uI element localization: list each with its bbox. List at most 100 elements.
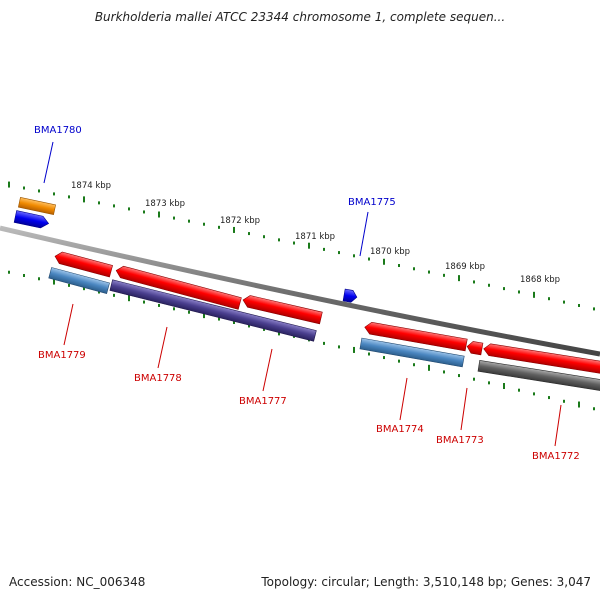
feature-BMA1778-purple[interactable] xyxy=(109,279,317,342)
scale-label-1871: 1871 kbp xyxy=(295,232,335,242)
minor-tick xyxy=(68,195,70,199)
minor-tick xyxy=(383,356,385,360)
scale-labels: 1874 kbp 1873 kbp 1872 kbp 1871 kbp 1870… xyxy=(71,181,560,285)
minor-tick xyxy=(533,392,535,396)
feature-orange[interactable] xyxy=(17,197,57,215)
minor-tick xyxy=(23,273,25,277)
gene-label-BMA1777: BMA1777 xyxy=(239,396,287,407)
major-tick xyxy=(158,211,160,218)
minor-tick xyxy=(548,297,550,301)
leader-lines xyxy=(43,141,562,447)
major-tick xyxy=(428,364,430,371)
feature-BMA1777-cds[interactable] xyxy=(242,294,323,325)
minor-tick xyxy=(503,287,505,291)
minor-tick xyxy=(263,327,265,331)
minor-tick xyxy=(38,189,40,193)
scale-label-1872: 1872 kbp xyxy=(220,216,260,226)
minor-tick xyxy=(98,201,100,205)
gene-label-BMA1780: BMA1780 xyxy=(34,125,82,136)
major-tick xyxy=(203,312,205,319)
minor-tick xyxy=(128,207,130,211)
major-tick xyxy=(383,258,385,265)
major-tick xyxy=(53,278,55,285)
major-tick xyxy=(83,196,85,203)
minor-tick xyxy=(548,396,550,400)
minor-tick xyxy=(38,277,40,281)
minor-tick xyxy=(323,247,325,251)
minor-tick xyxy=(68,283,70,287)
feature-BMA1773-cds[interactable] xyxy=(466,341,484,356)
feature-BMA1779-steelblue[interactable] xyxy=(48,267,110,294)
major-tick xyxy=(578,401,580,408)
minor-tick xyxy=(398,359,400,363)
feature-BMA1780[interactable] xyxy=(13,210,50,230)
minor-tick xyxy=(173,216,175,220)
minor-tick xyxy=(428,270,430,274)
minor-tick xyxy=(338,251,340,255)
minor-tick xyxy=(323,341,325,345)
minor-tick xyxy=(188,219,190,223)
accession-text: Accession: NC_006348 xyxy=(9,575,146,589)
gene-label-BMA1778: BMA1778 xyxy=(134,373,182,384)
minor-tick xyxy=(578,303,580,307)
minor-tick xyxy=(83,287,85,291)
scale-ticks-upper xyxy=(8,181,595,311)
feature-BMA1779-cds[interactable] xyxy=(53,250,113,278)
scale-label-1874: 1874 kbp xyxy=(71,181,111,191)
minor-tick xyxy=(443,273,445,277)
minor-tick xyxy=(143,210,145,214)
feature-BMA1772-gray[interactable] xyxy=(477,360,600,392)
minor-tick xyxy=(113,293,115,297)
minor-tick xyxy=(368,352,370,356)
minor-tick xyxy=(458,374,460,378)
feature-BMA1774-steelblue[interactable] xyxy=(359,337,465,368)
major-tick xyxy=(308,242,310,249)
minor-tick xyxy=(368,257,370,261)
minor-tick xyxy=(593,307,595,311)
minor-tick xyxy=(338,345,340,349)
minor-tick xyxy=(158,303,160,307)
scale-label-1873: 1873 kbp xyxy=(145,199,185,209)
feature-BMA1775[interactable] xyxy=(342,288,358,303)
minor-tick xyxy=(203,222,205,226)
gene-label-BMA1779: BMA1779 xyxy=(38,350,86,361)
minor-tick xyxy=(263,235,265,239)
minor-tick xyxy=(563,399,565,403)
major-tick xyxy=(353,346,355,353)
minor-tick xyxy=(473,377,475,381)
minor-tick xyxy=(413,267,415,271)
minor-tick xyxy=(188,310,190,314)
minor-tick xyxy=(398,264,400,268)
minor-tick xyxy=(233,320,235,324)
minor-tick xyxy=(8,270,10,274)
major-tick xyxy=(8,181,10,188)
major-tick xyxy=(503,383,505,390)
minor-tick xyxy=(593,407,595,411)
minor-tick xyxy=(488,283,490,287)
feature-BMA1772-cds[interactable] xyxy=(483,343,600,375)
minor-tick xyxy=(53,192,55,196)
minor-tick xyxy=(413,363,415,367)
minor-tick xyxy=(353,254,355,258)
feature-BMA1778-cds[interactable] xyxy=(115,265,242,310)
minor-tick xyxy=(248,324,250,328)
minor-tick xyxy=(293,241,295,245)
scale-label-1868: 1868 kbp xyxy=(520,275,560,285)
gene-label-BMA1772: BMA1772 xyxy=(532,451,580,462)
minor-tick xyxy=(218,317,220,321)
minor-tick xyxy=(113,204,115,208)
minor-tick xyxy=(248,232,250,236)
minor-tick xyxy=(488,381,490,385)
minor-tick xyxy=(518,290,520,294)
minor-tick xyxy=(173,307,175,311)
major-tick xyxy=(128,295,130,302)
minor-tick xyxy=(278,238,280,242)
minor-tick xyxy=(218,225,220,229)
gene-label-BMA1774: BMA1774 xyxy=(376,424,424,435)
map-title: Burkholderia mallei ATCC 23344 chromosom… xyxy=(94,10,506,24)
minor-tick xyxy=(23,186,25,190)
major-tick xyxy=(233,226,235,233)
feature-BMA1774-cds[interactable] xyxy=(364,321,468,352)
gene-labels: BMA1780 BMA1775 BMA1779 BMA1778 BMA1777 … xyxy=(34,125,580,462)
